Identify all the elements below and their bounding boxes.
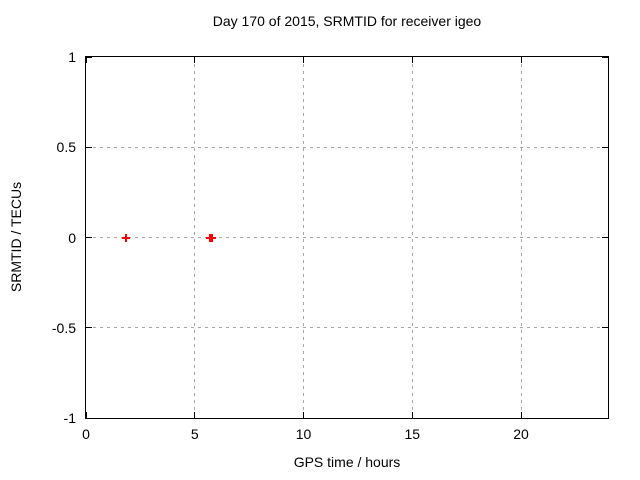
y-tick-mark-mirror (602, 237, 608, 238)
y-tick-mark (86, 327, 92, 329)
y-tick-label: 0 (68, 229, 76, 246)
x-tick-mark-mirror (411, 57, 413, 63)
y-tick-mark (86, 146, 92, 148)
x-tick-mark-mirror (194, 57, 196, 63)
chart-title: Day 170 of 2015, SRMTID for receiver ige… (212, 13, 482, 29)
x-tick-mark-mirror (85, 57, 87, 63)
x-tick-label: 20 (513, 426, 529, 442)
x-tick-label: 10 (295, 426, 312, 442)
x-tick-mark (194, 412, 196, 418)
y-tick-mark-mirror (602, 56, 608, 58)
y-tick-label: 1 (68, 49, 76, 65)
y-tick-label: -1 (63, 410, 76, 426)
grid-line-vertical (194, 57, 196, 418)
data-point-marker (122, 233, 131, 242)
x-tick-label: 15 (404, 426, 421, 442)
y-tick-mark (86, 417, 92, 419)
grid-line-horizontal (86, 146, 608, 148)
y-tick-label: 0.5 (56, 139, 76, 156)
y-tick-label: -0.5 (51, 319, 76, 336)
grid-line-horizontal (86, 237, 608, 238)
x-tick-mark (85, 412, 87, 418)
grid-line-horizontal (86, 327, 608, 329)
y-tick-mark (86, 237, 92, 238)
x-tick-mark-mirror (520, 57, 522, 63)
grid-line-vertical (520, 57, 522, 418)
plot-area: 0 5 10 15 20 -1 -0.5 0 0.5 1 (52, 49, 609, 442)
y-tick-mark-mirror (602, 417, 608, 419)
x-tick-label: 5 (190, 426, 199, 442)
x-axis-title: GPS time / hours (293, 454, 401, 470)
x-tick-label: 0 (82, 426, 90, 442)
y-tick-mark-mirror (602, 146, 608, 148)
grid-line-vertical (411, 57, 413, 418)
x-tick-mark-mirror (303, 57, 304, 63)
grid-line-vertical (303, 57, 304, 418)
y-tick-mark (86, 56, 92, 58)
x-tick-mark (520, 412, 522, 418)
x-tick-mark (411, 412, 413, 418)
y-tick-mark-mirror (602, 327, 608, 329)
x-tick-mark (303, 412, 304, 418)
data-point-marker (208, 233, 217, 242)
